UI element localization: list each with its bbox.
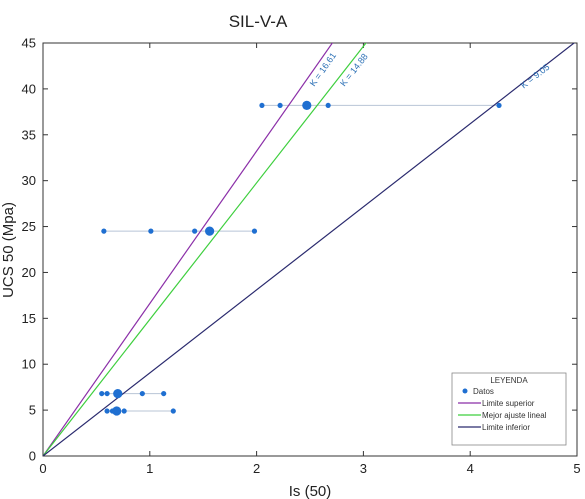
data-point — [121, 408, 127, 414]
data-point — [251, 228, 258, 234]
x-tick-label: 3 — [360, 461, 367, 476]
plot-frame — [42, 42, 578, 457]
data-points — [99, 100, 502, 416]
fit-lines — [43, 43, 576, 456]
data-point — [104, 390, 110, 397]
data-point — [302, 100, 312, 111]
legend-entry-label: Limite inferior — [482, 423, 530, 432]
y-tick-label: 35 — [22, 127, 36, 142]
legend-marker — [462, 388, 468, 394]
y-tick-label: 25 — [22, 219, 36, 234]
y-tick-label: 15 — [22, 311, 36, 326]
legend-entry-label: Datos — [473, 387, 494, 396]
data-point — [112, 406, 122, 416]
y-tick-label: 0 — [29, 449, 36, 464]
data-point — [277, 102, 283, 109]
x-tick-label: 2 — [253, 461, 260, 476]
y-axis-label: UCS 50 (Mpa) — [0, 202, 17, 298]
x-tick-label: 0 — [39, 461, 46, 476]
data-point — [325, 102, 331, 109]
chart-title: SIL-V-A — [229, 12, 288, 31]
legend: LEYENDA Datos Limite superior Mejor ajuste… — [451, 372, 567, 446]
fit-line-2 — [43, 43, 576, 456]
legend-entries: Datos Limite superior Mejor ajuste lineal L… — [458, 387, 547, 432]
data-point — [104, 408, 110, 414]
legend-entry-label: Limite superior — [482, 399, 535, 408]
k-label: K = 14.88 — [338, 52, 370, 89]
y-tick-label: 45 — [22, 36, 36, 51]
data-point — [170, 408, 176, 414]
legend-box — [451, 372, 567, 446]
data-point — [148, 228, 154, 234]
fit-line-1 — [43, 43, 367, 456]
axes — [42, 42, 578, 457]
k-label: K = 9.05 — [519, 62, 552, 91]
data-point — [161, 390, 167, 397]
range-lines — [101, 104, 500, 412]
y-tick-label: 40 — [22, 81, 36, 96]
data-point — [205, 226, 215, 236]
fit-line-0 — [43, 43, 334, 456]
data-point — [259, 102, 265, 109]
data-point — [192, 228, 198, 234]
y-tick-label: 5 — [29, 403, 36, 418]
legend-title: LEYENDA — [490, 376, 528, 385]
y-tick-label: 30 — [22, 173, 36, 188]
x-axis-label: Is (50) — [289, 483, 332, 499]
y-tick-label: 10 — [22, 357, 36, 372]
data-point — [101, 228, 107, 234]
x-tick-label: 1 — [146, 461, 153, 476]
data-point — [99, 390, 105, 397]
legend-entry-label: Mejor ajuste lineal — [482, 411, 547, 420]
y-tick-label: 20 — [22, 265, 36, 280]
x-tick-label: 5 — [573, 461, 580, 476]
x-tick-label: 4 — [467, 461, 474, 476]
data-point — [139, 390, 145, 397]
data-point — [113, 388, 123, 399]
data-point — [496, 102, 502, 109]
